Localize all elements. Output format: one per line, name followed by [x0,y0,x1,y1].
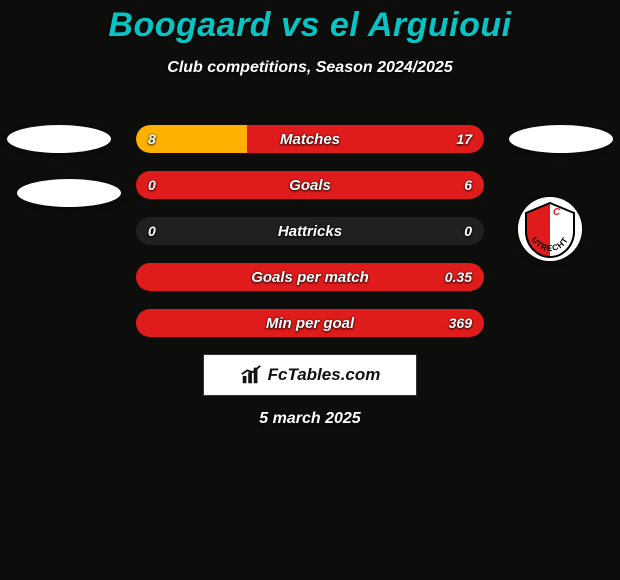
stat-label: Hattricks [136,217,484,245]
placeholder-oval [509,125,613,153]
left-badge-1 [6,115,112,163]
club-logo-fc-utrecht: F C UTRECHT [518,197,582,261]
watermark[interactable]: FcTables.com [203,354,417,396]
bar-right [136,171,484,199]
stat-value-right: 0.35 [445,263,472,291]
svg-text:C: C [553,207,561,218]
stat-value-right: 0 [464,217,472,245]
stat-value-left: 8 [148,125,156,153]
bar-chart-icon [240,364,262,386]
bar-right [247,125,484,153]
watermark-text: FcTables.com [268,365,381,385]
stat-row: 8 Matches 17 [136,125,484,153]
svg-text:F: F [539,207,546,218]
placeholder-oval [17,179,121,207]
stat-value-right: 17 [456,125,472,153]
stat-value-right: 6 [464,171,472,199]
right-badge-1 [508,115,614,163]
page-title: Boogaard vs el Arguioui [0,0,620,45]
club-logo-icon: F C UTRECHT [518,197,582,261]
stat-value-left: 0 [148,171,156,199]
stat-value-left: 0 [148,217,156,245]
bar-right [136,309,484,337]
left-badge-2 [16,169,122,217]
stat-row: Min per goal 369 [136,309,484,337]
stat-row: 0 Hattricks 0 [136,217,484,245]
stat-row: Goals per match 0.35 [136,263,484,291]
stat-rows: 8 Matches 17 0 Goals 6 0 Hattricks 0 Goa… [136,125,484,355]
title-left: Boogaard [108,6,271,44]
title-vs: vs [281,6,320,44]
right-badge-2: F C UTRECHT [510,189,590,269]
placeholder-oval [7,125,111,153]
bar-right [136,263,484,291]
date-text: 5 march 2025 [0,410,620,428]
title-right: el Arguioui [330,6,512,44]
stat-row: 0 Goals 6 [136,171,484,199]
stat-value-right: 369 [449,309,472,337]
comparison-card: Boogaard vs el Arguioui Club competition… [0,0,620,580]
subtitle: Club competitions, Season 2024/2025 [0,59,620,77]
